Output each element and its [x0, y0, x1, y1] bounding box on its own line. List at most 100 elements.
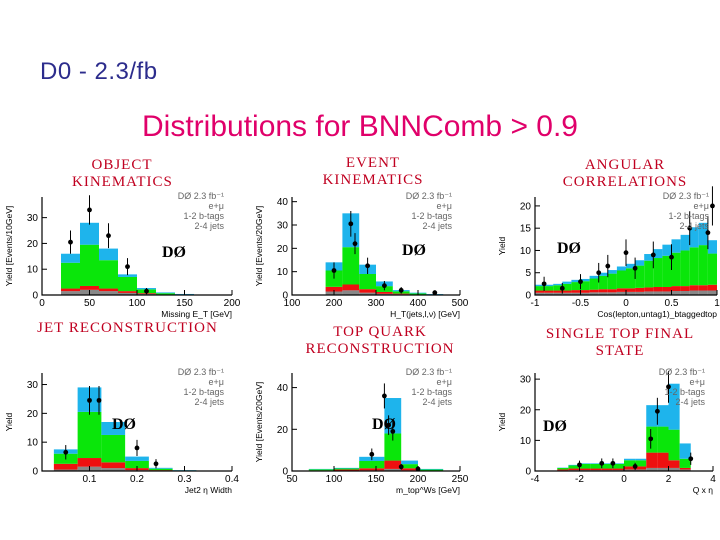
x-tick-label: 0 — [623, 298, 629, 309]
slide-title: D0 - 2.3/fb — [40, 58, 158, 85]
bar-wjets — [568, 465, 580, 469]
bar-ttbar — [557, 469, 569, 471]
bar-wjets — [101, 434, 126, 463]
bar-signal — [118, 274, 137, 277]
bar-other — [571, 292, 581, 295]
y-tick-label: 10 — [520, 436, 532, 447]
data-point — [623, 250, 629, 256]
data-point — [559, 285, 565, 291]
bar-ttbar — [535, 290, 545, 293]
bar-wjets — [616, 270, 626, 289]
legend-lumi: DØ 2.3 fb⁻¹ — [663, 191, 709, 201]
x-axis-label: m_top^Ws [GeV] — [396, 485, 460, 495]
data-point — [650, 252, 656, 258]
bar-wjets — [635, 460, 647, 467]
bar-signal — [334, 467, 360, 469]
y-tick-label: 0 — [525, 291, 531, 302]
bar-ttbar — [598, 289, 608, 293]
legend-jets: 2-4 jets — [422, 397, 452, 407]
y-tick-label: 0 — [32, 467, 38, 478]
bar-signal — [580, 278, 590, 282]
y-tick-label: 30 — [27, 380, 39, 391]
data-point — [68, 239, 73, 245]
panel-heading-object-kinematics: OBJECT KINEMATICS — [72, 157, 173, 190]
x-tick-label: 0.1 — [83, 474, 97, 485]
bar-ttbar — [568, 468, 580, 471]
bar-wjets — [698, 245, 708, 286]
bar-other — [99, 291, 118, 295]
bar-signal — [668, 383, 680, 430]
bar-other — [544, 292, 554, 295]
legend-lumi: DØ 2.3 fb⁻¹ — [178, 367, 224, 377]
legend-channel: e+μ — [209, 201, 224, 211]
bar-wjets — [601, 463, 613, 469]
x-tick-label: 2 — [666, 474, 672, 485]
bar-other — [53, 469, 78, 471]
d0-logo: DØ — [372, 416, 396, 433]
legend-channel: e+μ — [690, 377, 705, 387]
panel-heading-event-kinematics: EVENT KINEMATICS — [322, 155, 424, 188]
bar-wjets — [80, 244, 99, 286]
y-tick-label: 10 — [27, 265, 39, 276]
bar-wjets — [359, 460, 385, 469]
chart-angular-correlations: -1 -0.5 0 0.5 105101520Cos(lepton,untag1)_bt… — [497, 186, 720, 319]
bar-wjets — [679, 458, 691, 468]
bar-other — [598, 292, 608, 295]
legend-jets: 2-4 jets — [679, 221, 709, 231]
data-point — [382, 393, 387, 399]
data-point — [688, 456, 694, 462]
chart-top-quark-reconstruction: 50 100 150 200 250 0 20 40 m_top^Ws [GeV] Yield [… — [254, 367, 469, 495]
x-tick-label: 500 — [452, 298, 469, 309]
bar-other — [342, 290, 360, 295]
legend-channel: e+μ — [694, 201, 709, 211]
bar-wjets — [607, 273, 617, 290]
data-point — [669, 254, 674, 260]
bar-other — [680, 290, 690, 295]
y-tick-label: 20 — [277, 244, 289, 255]
data-point — [687, 225, 693, 231]
bar-other — [624, 469, 636, 471]
bar-ttbar — [601, 468, 613, 471]
y-tick-label: 40 — [277, 383, 289, 394]
data-point — [610, 460, 616, 466]
bar-wjets — [707, 253, 717, 285]
x-tick-label: 100 — [284, 298, 301, 309]
bar-wjets — [653, 258, 663, 287]
data-point — [632, 464, 638, 469]
bar-ttbar — [653, 286, 663, 292]
y-tick-label: 20 — [27, 239, 39, 250]
bar-signal — [562, 281, 572, 284]
bar-other — [657, 467, 669, 471]
bar-ttbar — [635, 466, 647, 470]
x-axis-label: H_T(jets,l,ν) [GeV] — [390, 309, 460, 319]
bar-ttbar — [580, 290, 590, 293]
data-point — [654, 408, 660, 414]
bar-ttbar — [334, 469, 360, 471]
bar-other — [118, 292, 137, 295]
bar-ttbar — [77, 458, 102, 467]
bar-other — [626, 291, 636, 295]
y-tick-label: 40 — [277, 197, 289, 208]
bar-signal — [571, 279, 581, 283]
legend-jets: 2-4 jets — [194, 221, 224, 231]
x-tick-label: 0.4 — [225, 474, 239, 485]
bar-wjets — [589, 278, 599, 290]
bar-wjets — [325, 270, 343, 287]
bar-ttbar — [571, 290, 581, 293]
data-point — [398, 464, 404, 470]
bar-other — [607, 292, 617, 295]
bar-other — [359, 292, 376, 295]
panel-heading-top-quark-reconstruction: TOP QUARK RECONSTRUCTION — [305, 324, 455, 357]
bar-other — [580, 292, 590, 295]
x-tick-label: 200 — [224, 298, 241, 309]
bar-ttbar — [101, 462, 126, 469]
panel-heading-jet-reconstruction: JET RECONSTRUCTION — [37, 320, 218, 336]
y-tick-label: 30 — [277, 221, 289, 232]
x-tick-label: 100 — [326, 474, 343, 485]
d0-logo: DØ — [112, 416, 136, 433]
data-point — [415, 466, 421, 472]
y-tick-label: 15 — [520, 224, 532, 235]
bar-wjets — [125, 460, 149, 469]
bar-ttbar — [671, 286, 681, 291]
bar-signal — [612, 463, 624, 464]
